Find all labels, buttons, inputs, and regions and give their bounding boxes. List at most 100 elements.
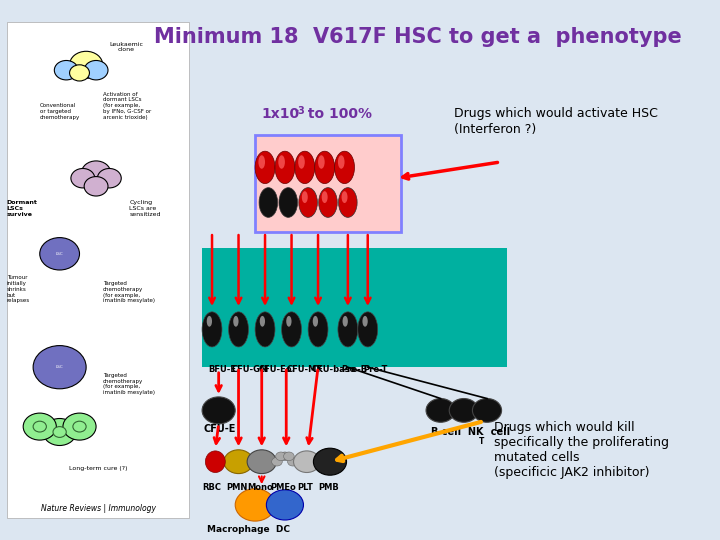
Ellipse shape [338, 187, 357, 217]
Text: Cycling
LSCs are
sensitized: Cycling LSCs are sensitized [129, 200, 161, 217]
Ellipse shape [282, 312, 302, 347]
Ellipse shape [338, 156, 345, 168]
Text: Targeted
chemotherapy
(for example,
imatinib mesylate): Targeted chemotherapy (for example, imat… [103, 373, 155, 395]
Text: B cell  NK: B cell NK [431, 427, 483, 437]
Text: Pre-T: Pre-T [363, 364, 387, 374]
Text: CFU-Eo: CFU-Eo [258, 364, 292, 374]
Bar [202, 248, 507, 367]
Bar [0, 0, 199, 540]
Text: Drugs which would activate HSC
(Interferon ?): Drugs which would activate HSC (Interfer… [454, 107, 658, 136]
Circle shape [279, 452, 290, 461]
Circle shape [247, 450, 276, 474]
Circle shape [313, 448, 346, 475]
Text: PMB: PMB [318, 483, 339, 492]
Text: BFU-E: BFU-E [209, 364, 237, 374]
Ellipse shape [343, 316, 348, 327]
Circle shape [33, 346, 86, 389]
Text: -3: -3 [294, 106, 305, 116]
Circle shape [472, 399, 502, 422]
Text: Minimum 18  V617F HSC to get a  phenotype: Minimum 18 V617F HSC to get a phenotype [153, 27, 681, 47]
Circle shape [63, 413, 96, 440]
Ellipse shape [287, 316, 292, 327]
Circle shape [284, 452, 294, 461]
Text: CFU-E: CFU-E [204, 424, 235, 434]
Text: Drugs which would kill
specifically the proliferating
mutated cells
(specificic : Drugs which would kill specifically the … [494, 421, 669, 479]
Circle shape [70, 65, 89, 81]
Circle shape [266, 490, 303, 520]
Text: Macrophage  DC: Macrophage DC [207, 525, 290, 534]
Circle shape [54, 60, 78, 80]
Circle shape [23, 413, 56, 440]
Circle shape [449, 399, 478, 422]
Text: Nature Reviews | Immunology: Nature Reviews | Immunology [40, 504, 156, 513]
Text: cell: cell [484, 427, 510, 437]
Ellipse shape [279, 187, 297, 217]
Bar [6, 22, 189, 518]
Text: PMN: PMN [227, 483, 248, 492]
Ellipse shape [255, 151, 275, 184]
Circle shape [53, 427, 66, 437]
Circle shape [84, 60, 108, 80]
Circle shape [81, 161, 111, 185]
Ellipse shape [279, 156, 285, 168]
Ellipse shape [358, 312, 378, 347]
Ellipse shape [205, 451, 225, 472]
Ellipse shape [295, 151, 315, 184]
Circle shape [43, 418, 76, 445]
Circle shape [276, 452, 287, 461]
Circle shape [40, 238, 79, 270]
Circle shape [33, 421, 46, 432]
Text: Conventional
or targeted
chemotherapy: Conventional or targeted chemotherapy [40, 103, 80, 120]
Bar [255, 135, 401, 232]
Text: LSC: LSC [55, 252, 63, 256]
Ellipse shape [258, 156, 265, 168]
Text: Dormant
LSCs
survive: Dormant LSCs survive [6, 200, 37, 217]
Circle shape [70, 51, 103, 78]
Text: Tumour
initially
shrinks
but
relapses: Tumour initially shrinks but relapses [6, 275, 30, 303]
Ellipse shape [202, 312, 222, 347]
Text: PLT: PLT [297, 483, 313, 492]
Ellipse shape [275, 151, 295, 184]
Text: Leukaemic
clone: Leukaemic clone [109, 42, 143, 52]
Text: Activation of
dormant LSCs
(for example,
by IFNo, G-CSF or
arcenic trioxide): Activation of dormant LSCs (for example,… [103, 92, 151, 120]
Text: Long-term cure (?): Long-term cure (?) [69, 466, 127, 471]
Circle shape [97, 168, 121, 188]
Ellipse shape [315, 151, 335, 184]
Circle shape [426, 399, 455, 422]
Text: Mono: Mono [248, 483, 274, 492]
Text: T: T [478, 437, 484, 447]
Text: LSC: LSC [55, 365, 63, 369]
Ellipse shape [322, 191, 328, 203]
Ellipse shape [335, 151, 354, 184]
Ellipse shape [341, 191, 348, 203]
Circle shape [202, 397, 235, 424]
Ellipse shape [362, 316, 368, 327]
Ellipse shape [228, 312, 248, 347]
Ellipse shape [298, 156, 305, 168]
Ellipse shape [318, 156, 325, 168]
Circle shape [71, 168, 95, 188]
Circle shape [271, 457, 282, 466]
Text: CFU-GM: CFU-GM [232, 364, 269, 374]
Ellipse shape [255, 312, 275, 347]
Text: 1x10: 1x10 [262, 107, 300, 122]
Ellipse shape [260, 316, 265, 327]
Text: RBC: RBC [202, 483, 222, 492]
Ellipse shape [308, 312, 328, 347]
Text: PMEo: PMEo [271, 483, 297, 492]
Bar [199, 0, 662, 540]
Ellipse shape [233, 316, 238, 327]
Ellipse shape [299, 187, 318, 217]
Circle shape [294, 451, 320, 472]
Ellipse shape [338, 312, 358, 347]
Text: CFU-baso: CFU-baso [312, 364, 356, 374]
Text: CFU-MK: CFU-MK [287, 364, 323, 374]
Circle shape [84, 177, 108, 196]
Ellipse shape [207, 316, 212, 327]
Circle shape [235, 489, 275, 521]
Text: to 100%: to 100% [303, 107, 372, 122]
Text: Targeted
chemotherapy
(for example,
imatinib mesylate): Targeted chemotherapy (for example, imat… [103, 281, 155, 303]
Ellipse shape [259, 187, 278, 217]
Circle shape [224, 450, 253, 474]
Ellipse shape [312, 316, 318, 327]
